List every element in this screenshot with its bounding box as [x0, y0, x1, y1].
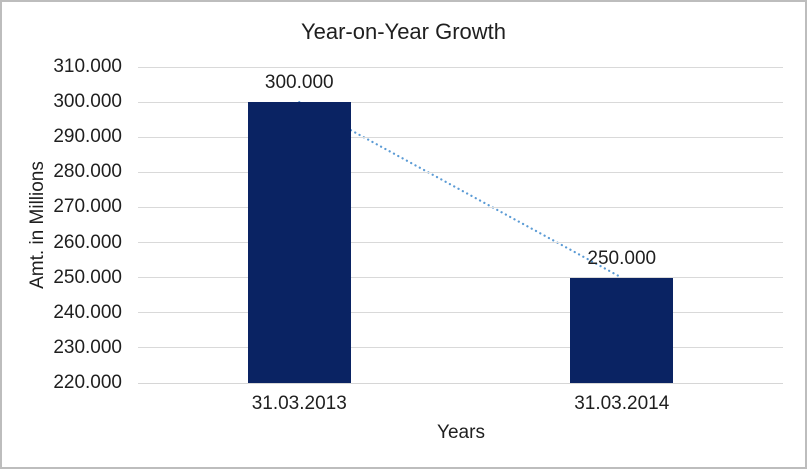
- gridline: [138, 312, 783, 314]
- chart-title: Year-on-Year Growth: [300, 19, 507, 44]
- gridline: [138, 101, 783, 103]
- gridline: [138, 277, 783, 279]
- y-tick-label: 240.000: [53, 301, 122, 323]
- x-tick-label: 31.03.2013: [251, 393, 347, 414]
- gridline: [138, 136, 783, 138]
- data-label: 300.000: [264, 72, 334, 94]
- y-tick-label: 310.000: [53, 56, 122, 77]
- y-tick-label: 230.000: [53, 336, 122, 358]
- data-label: 250.000: [587, 247, 657, 269]
- gridline: [138, 206, 783, 208]
- x-axis-line: [138, 382, 783, 384]
- gridline: [138, 242, 783, 244]
- y-tick-label: 220.000: [53, 372, 122, 393]
- y-tick-label: 290.000: [53, 126, 122, 148]
- x-axis-title: Years: [437, 422, 485, 443]
- gridline: [138, 66, 783, 68]
- bar-31.03.2014[interactable]: [570, 277, 674, 383]
- y-tick-label: 270.000: [53, 196, 122, 218]
- y-tick-label: 280.000: [53, 161, 122, 183]
- y-tick-label: 300.000: [53, 91, 122, 113]
- gridline: [138, 347, 783, 349]
- y-tick-label: 250.000: [53, 266, 122, 288]
- gridline: [138, 171, 783, 173]
- x-tick-label: 31.03.2014: [574, 393, 670, 414]
- y-tick-label: 260.000: [53, 231, 122, 253]
- bar-31.03.2013[interactable]: [247, 102, 351, 383]
